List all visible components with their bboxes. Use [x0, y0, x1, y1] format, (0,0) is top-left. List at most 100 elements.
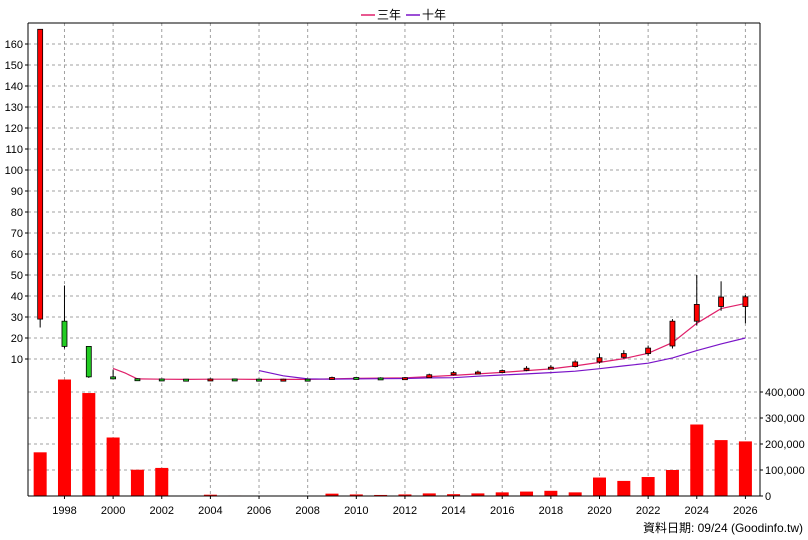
volume-tick-label: 0 — [765, 491, 771, 503]
volume-bar — [520, 491, 534, 496]
price-tick-label: 110 — [5, 144, 23, 156]
price-tick-label: 130 — [5, 102, 23, 114]
volume-bar — [495, 492, 509, 496]
price-tick-label: 140 — [5, 81, 23, 93]
x-tick-label: 2018 — [539, 505, 563, 517]
volume-tick-label: 300,000 — [765, 413, 805, 425]
series-line — [112, 302, 746, 381]
candle-body — [280, 378, 287, 382]
price-tick-label: 50 — [11, 270, 23, 282]
x-tick-label: 2016 — [490, 505, 514, 517]
volume-bar — [617, 480, 631, 496]
candle-body — [402, 377, 408, 381]
volume-bar — [374, 494, 388, 496]
price-tick-label: 70 — [11, 228, 23, 240]
volume-bar — [398, 494, 412, 496]
x-tick-label: 2022 — [636, 505, 660, 517]
candle-body — [256, 378, 262, 382]
price-tick-label: 120 — [5, 123, 23, 135]
volume-bar — [714, 440, 728, 496]
candle-body — [499, 370, 506, 373]
candle-body — [426, 374, 433, 379]
x-tick-label: 2000 — [101, 505, 125, 517]
candle-body — [450, 372, 457, 376]
x-tick-label: 2010 — [344, 505, 368, 517]
data-date-footer: 資料日期: 09/24 (Goodinfo.tw) — [643, 521, 803, 535]
volume-bar — [325, 493, 339, 496]
volume-tick-label: 100,000 — [765, 465, 805, 477]
volume-bar — [82, 393, 96, 496]
x-tick-label: 2008 — [295, 505, 319, 517]
candle-body — [596, 357, 603, 363]
x-tick-label: 1998 — [52, 505, 76, 517]
volume-tick-label: 200,000 — [765, 439, 805, 451]
volume-bar — [349, 494, 363, 496]
price-tick-label: 100 — [5, 165, 23, 177]
volume-bar — [592, 477, 606, 496]
x-tick-label: 2020 — [587, 505, 611, 517]
legend-label-ten-year: 十年 — [422, 8, 446, 22]
x-tick-label: 2006 — [247, 505, 271, 517]
volume-bar — [738, 441, 752, 496]
price-tick-label: 90 — [11, 186, 23, 198]
legend: 三年 十年 — [361, 8, 446, 22]
x-tick-label: 2002 — [150, 505, 174, 517]
candlesticks — [37, 28, 749, 382]
x-tick-label: 2004 — [198, 505, 222, 517]
candle-body — [353, 377, 360, 380]
candle-body — [207, 378, 214, 382]
grid-lines — [28, 23, 760, 496]
price-tick-label: 40 — [11, 291, 23, 303]
price-tick-label: 150 — [5, 60, 23, 72]
candle-body — [645, 347, 652, 354]
candle-body — [718, 296, 724, 307]
volume-tick-label: 400,000 — [765, 387, 805, 399]
candle-body — [85, 345, 92, 378]
volume-bar — [544, 490, 558, 496]
moving-average-lines — [112, 302, 746, 381]
axes — [27, 22, 761, 497]
series-line — [258, 337, 746, 380]
candle-body — [669, 320, 676, 347]
volume-bar — [57, 379, 71, 496]
volume-bar — [568, 492, 582, 496]
volume-bar — [203, 494, 217, 496]
price-tick-labels: 10 20 30 40 50 60 70 80 90 100 110 120 130 140 150 160 — [5, 39, 28, 366]
candle-body — [37, 28, 44, 320]
x-tick-label: 2024 — [685, 505, 709, 517]
price-tick-label: 30 — [11, 312, 23, 324]
candle-body — [620, 353, 627, 358]
candle-body — [61, 320, 68, 347]
x-tick-label: 2012 — [393, 505, 417, 517]
volume-bar — [665, 470, 679, 496]
volume-bar — [641, 477, 655, 496]
price-tick-label: 20 — [11, 333, 23, 345]
volume-bar — [130, 469, 144, 496]
price-tick-label: 10 — [11, 354, 23, 366]
candle-body — [693, 303, 700, 322]
candle-body — [742, 296, 749, 307]
volume-bar — [422, 493, 436, 496]
candle-body — [523, 367, 530, 371]
candle-body — [183, 378, 189, 382]
volume-bar — [447, 494, 461, 496]
candle-body — [547, 366, 554, 370]
candle-body — [134, 378, 141, 382]
volume-bar — [106, 437, 120, 496]
candle-body — [110, 376, 117, 380]
volume-tick-labels: 0 100,000 200,000 300,000 400,000 — [760, 387, 805, 503]
volume-bar — [155, 467, 169, 496]
price-tick-label: 60 — [11, 249, 23, 261]
candle-body — [475, 371, 481, 375]
price-tick-label: 160 — [5, 39, 23, 51]
x-tick-label: 2014 — [441, 505, 465, 517]
candle-body — [377, 377, 384, 381]
volume-bar — [33, 452, 47, 496]
candle-body — [304, 378, 311, 382]
candle-body — [158, 378, 165, 382]
volume-bar — [471, 493, 485, 496]
candle-body — [572, 361, 579, 367]
x-tick-labels: 1998 2000 2002 2004 2006 2008 2010 2012 2014 2016… — [52, 496, 758, 517]
volume-bars — [33, 379, 752, 497]
legend-label-three-year: 三年 — [377, 8, 401, 22]
